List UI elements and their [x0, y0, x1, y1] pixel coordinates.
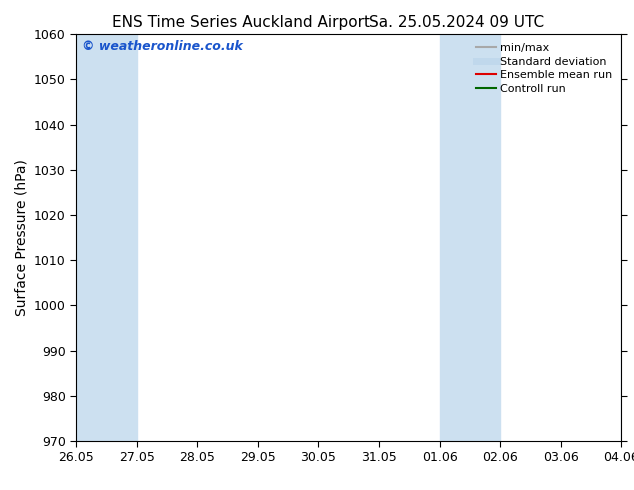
Bar [439, 34, 500, 441]
Text: Sa. 25.05.2024 09 UTC: Sa. 25.05.2024 09 UTC [369, 15, 544, 30]
Bar [621, 34, 634, 441]
Legend: min/max, Standard deviation, Ensemble mean run, Controll run: min/max, Standard deviation, Ensemble me… [472, 40, 616, 97]
Text: ENS Time Series Auckland Airport: ENS Time Series Auckland Airport [112, 15, 370, 30]
Text: © weatheronline.co.uk: © weatheronline.co.uk [82, 40, 242, 53]
Y-axis label: Surface Pressure (hPa): Surface Pressure (hPa) [14, 159, 29, 316]
Bar [76, 34, 137, 441]
